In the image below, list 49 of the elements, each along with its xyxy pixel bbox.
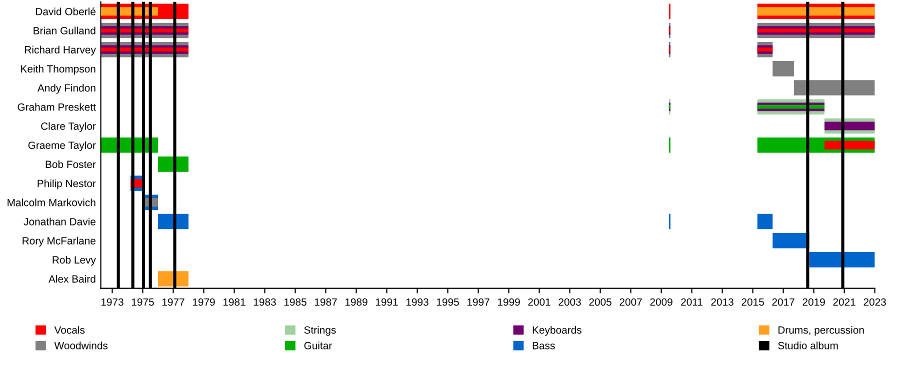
y-tick-label: Richard Harvey [25, 46, 96, 56]
x-tick-label: 1991 [376, 298, 398, 306]
x-tick-label: 1995 [436, 298, 459, 306]
x-tick-label: 2011 [681, 298, 702, 306]
x-tick-label: 1977 [162, 298, 184, 306]
y-tick-label: Graeme Taylor [28, 141, 96, 152]
y-tick-label: Graham Preskett [18, 103, 96, 111]
x-tick-label: 1985 [284, 298, 306, 306]
y-tick-label: Clare Taylor [41, 122, 96, 132]
x-tick-label: 2005 [589, 298, 612, 306]
y-tick-label: Brian Gulland [34, 26, 96, 34]
x-tick-label: 1979 [192, 298, 215, 306]
y-tick-label: Rob Levy [52, 256, 96, 266]
x-tick-label: 1999 [498, 298, 520, 306]
x-tick-label: 2017 [772, 298, 794, 306]
x-tick-label: 1987 [314, 298, 337, 306]
x-tick-label: 1997 [467, 298, 490, 306]
y-tick-label: Alex Baird [48, 275, 96, 283]
x-tick-label: 1973 [101, 298, 124, 306]
legend-label: Guitar [304, 342, 332, 350]
y-tick-label: Rory McFarlane [22, 236, 96, 247]
legend-label: Strings [304, 326, 336, 336]
x-tick-label: 1989 [345, 298, 368, 306]
y-tick-label: David Oberlé [36, 7, 96, 16]
x-tick-label: 2015 [742, 298, 764, 306]
y-tick-label: Bob Foster [46, 160, 96, 168]
x-tick-label: 2001 [528, 298, 550, 306]
y-tick-label: Keith Thompson [21, 64, 96, 75]
legend-label: Drums, percussion [778, 326, 864, 336]
legend-label: Studio album [778, 342, 838, 350]
x-tick-label: 2013 [711, 298, 734, 306]
x-tick-label: 1993 [406, 298, 428, 306]
legend-label: Keyboards [532, 326, 582, 336]
legend-label: Vocals [54, 326, 85, 334]
legend-label: Bass [532, 342, 555, 350]
legend-label: Woodwinds [54, 342, 108, 350]
y-tick-label: Philip Nestor [38, 180, 96, 190]
x-tick-label: 2007 [620, 298, 642, 306]
x-tick-label: 2021 [833, 298, 856, 306]
y-tick-label: Malcolm Markovich [8, 198, 96, 206]
x-tick-label: 2009 [650, 298, 672, 306]
x-tick-label: 2019 [802, 298, 825, 306]
x-tick-label: 1983 [254, 298, 276, 306]
y-tick-label: Andy Findon [37, 84, 96, 94]
x-tick-label: 1981 [223, 298, 246, 306]
x-tick-label: 2003 [558, 298, 581, 306]
y-tick-label: Jonathan Davie [24, 218, 96, 226]
x-tick-label: 1975 [132, 298, 154, 306]
x-tick-label: 2023 [864, 298, 886, 306]
